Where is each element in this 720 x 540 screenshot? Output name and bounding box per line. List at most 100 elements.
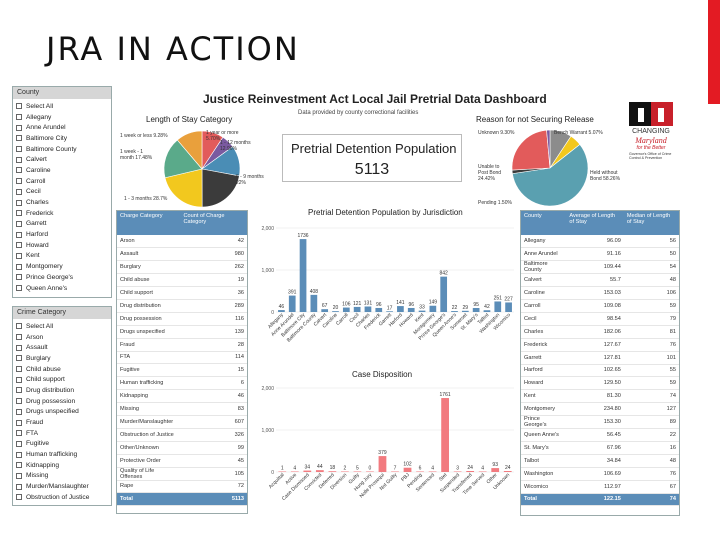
table-row[interactable]: Other/Unknown 99 [117,441,247,455]
table-row[interactable]: Calvert 55.7 48 [521,273,679,288]
bar[interactable] [310,294,318,312]
checkbox-icon[interactable] [16,178,22,185]
crime-filter-option[interactable]: Select All [16,321,108,332]
county-filter-option[interactable]: Caroline [16,165,108,176]
table-row[interactable]: Garrett 127.81 101 [521,351,679,365]
bar[interactable] [288,295,296,312]
checkbox-icon[interactable] [16,124,22,131]
table-row[interactable]: Murder/Manslaughter 607 [117,415,247,429]
pie-slice[interactable] [176,130,203,170]
checkbox-icon[interactable] [16,430,22,437]
bar[interactable] [478,471,487,473]
checkbox-icon[interactable] [16,462,22,469]
pie-slice[interactable] [512,144,589,207]
checkbox-icon[interactable] [16,376,22,383]
table-row[interactable]: Drug possession 116 [117,312,247,326]
bar[interactable] [375,307,383,312]
bar[interactable] [494,301,502,312]
crime-filter-option[interactable]: Fugitive [16,439,108,450]
checkbox-icon[interactable] [16,231,22,238]
county-filter-option[interactable]: Montgomery [16,261,108,272]
checkbox-icon[interactable] [16,199,22,206]
table-row[interactable]: Burglary 262 [117,260,247,275]
county-filter-option[interactable]: Kent [16,251,108,262]
checkbox-icon[interactable] [16,451,22,458]
crime-filter-option[interactable]: FTA [16,428,108,439]
crime-filter-option[interactable]: Arson [16,332,108,343]
checkbox-icon[interactable] [16,387,22,394]
checkbox-icon[interactable] [16,103,22,110]
crime-filter-option[interactable]: Missing [16,471,108,482]
bar[interactable] [364,306,372,312]
bar[interactable] [353,471,362,473]
checkbox-icon[interactable] [16,114,22,121]
table-row[interactable]: Baltimore County 109.44 54 [521,260,679,275]
column-header[interactable]: Count of Charge Category [180,211,247,235]
table-row[interactable]: Carroll 109.08 59 [521,299,679,313]
checkbox-icon[interactable] [16,483,22,490]
table-row[interactable]: Cecil 98.54 79 [521,312,679,326]
checkbox-icon[interactable] [16,419,22,426]
crime-filter-option[interactable]: Kidnapping [16,460,108,471]
crime-filter-option[interactable]: Child support [16,374,108,385]
table-row[interactable]: Charles 182.06 81 [521,325,679,339]
crime-filter-option[interactable]: Assault [16,342,108,353]
crime-filter-option[interactable]: Fraud [16,417,108,428]
pie-slice[interactable] [163,139,203,179]
bar[interactable] [403,467,412,472]
bar[interactable] [353,306,361,312]
column-header[interactable]: Charge Category [117,211,181,235]
bar[interactable] [332,311,339,312]
table-row[interactable]: St. Mary's 67.96 16 [521,441,679,455]
table-row[interactable]: Child support 36 [117,286,247,300]
checkbox-icon[interactable] [16,285,22,292]
bar[interactable] [428,471,437,473]
bar[interactable] [407,307,415,312]
checkbox-icon[interactable] [16,334,22,341]
checkbox-icon[interactable] [16,323,22,330]
checkbox-icon[interactable] [16,366,22,373]
table-row[interactable]: Quality of Life Offenses 105 [117,467,247,481]
bar[interactable] [472,308,480,312]
table-row[interactable]: Fraud 28 [117,338,247,352]
pie-slice[interactable] [546,129,551,169]
table-row[interactable]: Montgomery 234.80 127 [521,402,679,417]
checkbox-icon[interactable] [16,188,22,195]
table-row[interactable]: Human trafficking 6 [117,376,247,391]
checkbox-icon[interactable] [16,146,22,153]
checkbox-icon[interactable] [16,210,22,217]
county-filter-option[interactable]: Baltimore City [16,133,108,144]
county-filter-option[interactable]: Queen Anne's [16,283,108,294]
bar[interactable] [453,471,462,473]
checkbox-icon[interactable] [16,167,22,174]
bar[interactable] [378,456,387,472]
table-row[interactable]: Rape 72 [117,480,247,494]
crime-filter-option[interactable]: Human trafficking [16,449,108,460]
county-filter-option[interactable]: Anne Arundel [16,122,108,133]
table-row[interactable]: Protective Order 45 [117,454,247,468]
bar[interactable] [503,470,512,472]
crime-filter-option[interactable]: Murder/Manslaughter [16,481,108,492]
county-filter-option[interactable]: Harford [16,229,108,240]
bar[interactable] [418,310,426,312]
checkbox-icon[interactable] [16,440,22,447]
table-row[interactable]: Missing 83 [117,402,247,416]
bar[interactable] [303,470,312,472]
pie-slice[interactable] [201,168,240,208]
county-filter-option[interactable]: Baltimore County [16,144,108,155]
bar[interactable] [466,470,475,472]
table-row[interactable]: Drugs unspecified 139 [117,325,247,339]
checkbox-icon[interactable] [16,220,22,227]
checkbox-icon[interactable] [16,252,22,259]
table-row[interactable]: Queen Anne's 56.45 22 [521,428,679,442]
bar[interactable] [505,302,512,312]
bar[interactable] [416,471,424,473]
bar[interactable] [278,310,285,312]
column-header[interactable]: Average of Length of Stay [566,211,624,235]
county-filter-option[interactable]: Select All [16,101,108,112]
table-row[interactable]: Kidnapping 46 [117,389,247,404]
table-row[interactable]: Arson 42 [117,235,247,249]
bar[interactable] [386,311,393,312]
bar[interactable] [328,471,337,472]
table-row[interactable]: Anne Arundel 91.16 50 [521,247,679,262]
